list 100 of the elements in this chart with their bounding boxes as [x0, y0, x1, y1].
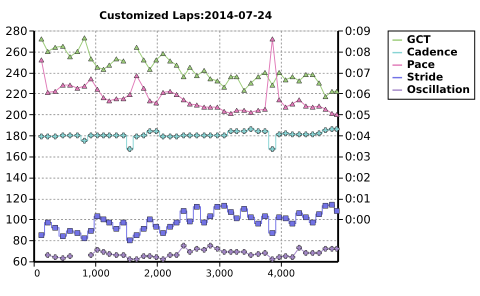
point	[208, 76, 214, 82]
point	[67, 82, 73, 88]
point	[228, 249, 234, 255]
point	[310, 220, 316, 226]
point	[120, 96, 126, 102]
point	[255, 251, 261, 257]
point	[262, 70, 268, 75]
point	[160, 134, 166, 140]
point	[316, 104, 322, 108]
point	[38, 134, 44, 140]
point	[329, 202, 335, 208]
point	[303, 214, 309, 220]
point	[296, 97, 302, 102]
y2-tick-label: 0:06	[344, 86, 371, 101]
point	[52, 134, 58, 140]
chart-title: Customized Laps:2014-07-24	[99, 10, 272, 22]
point	[147, 216, 153, 222]
y2-tick-label: 0:05	[344, 108, 371, 122]
y-tick-label: 220	[5, 86, 28, 101]
point	[221, 108, 227, 114]
point	[187, 64, 193, 70]
point	[52, 44, 58, 50]
y-tick-label: 120	[5, 192, 28, 206]
point	[60, 233, 66, 239]
point	[187, 218, 193, 224]
y-tick-label: 280	[5, 24, 28, 38]
point	[38, 36, 44, 42]
x-tick-label: 3,000	[206, 268, 234, 280]
point	[153, 254, 160, 260]
point	[221, 84, 227, 90]
point	[303, 72, 309, 78]
point	[270, 256, 276, 262]
point	[214, 246, 220, 252]
point	[241, 206, 247, 212]
point	[276, 254, 282, 260]
point	[67, 253, 73, 259]
point	[94, 213, 100, 220]
point	[82, 35, 88, 40]
point	[167, 224, 173, 230]
point	[255, 74, 261, 80]
point	[100, 249, 106, 255]
point	[134, 134, 140, 140]
point	[214, 204, 220, 210]
point	[296, 78, 302, 84]
point	[44, 134, 51, 140]
point	[44, 252, 51, 258]
point	[221, 249, 227, 255]
point	[228, 209, 234, 215]
point	[282, 216, 288, 222]
point	[88, 56, 94, 62]
point	[276, 70, 282, 75]
point	[167, 134, 173, 140]
point	[147, 253, 153, 259]
point	[187, 249, 193, 255]
point	[160, 90, 166, 95]
x-tick-label: 4,000	[268, 268, 296, 280]
point	[194, 132, 200, 138]
y2-tick-label: 0:02	[344, 170, 371, 185]
point	[329, 110, 335, 116]
point	[100, 132, 106, 138]
point	[60, 255, 66, 261]
point	[276, 214, 282, 220]
point	[276, 132, 282, 138]
legend-label: Oscillation	[406, 84, 470, 96]
x-tick-label: 2,000	[144, 268, 172, 280]
point	[214, 132, 220, 138]
point	[290, 254, 296, 260]
point	[147, 66, 153, 72]
point	[241, 249, 247, 255]
legend-label: Stride	[406, 72, 444, 84]
point	[120, 220, 126, 226]
point	[234, 249, 240, 255]
point	[248, 110, 254, 115]
point	[194, 204, 200, 210]
point	[38, 57, 44, 62]
point	[316, 130, 322, 136]
point	[134, 44, 140, 50]
point	[180, 132, 186, 138]
point	[44, 49, 51, 54]
point	[127, 92, 133, 97]
y-tick-label: 80	[12, 234, 28, 248]
point	[100, 95, 106, 100]
point	[100, 66, 106, 72]
point	[316, 211, 322, 217]
point	[234, 108, 240, 113]
point	[94, 247, 100, 253]
point	[74, 86, 80, 91]
point	[221, 132, 227, 138]
point	[180, 97, 186, 102]
point	[106, 62, 112, 68]
point	[296, 244, 302, 250]
point	[147, 98, 153, 104]
point	[228, 128, 234, 134]
point	[82, 138, 88, 144]
point	[322, 106, 328, 112]
point	[74, 49, 80, 54]
point	[201, 104, 207, 110]
point	[234, 74, 240, 80]
point	[248, 214, 254, 220]
point	[241, 108, 247, 113]
